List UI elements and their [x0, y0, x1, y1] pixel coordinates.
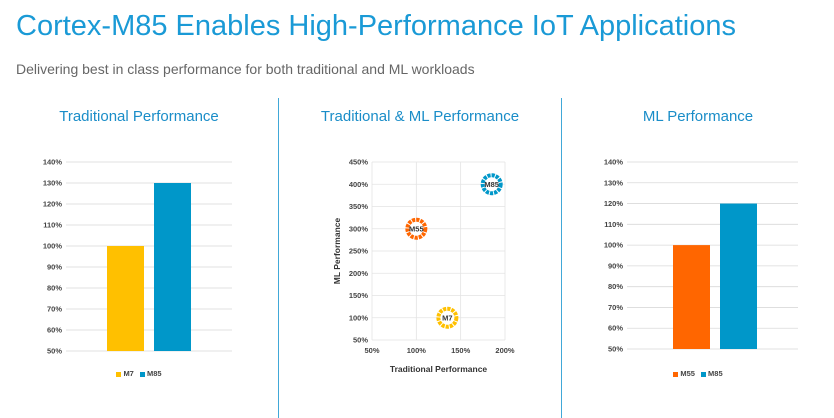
traditional-ml-performance-panel: Traditional & ML Performance 50% 100% 150%…: [279, 96, 561, 418]
legend-item-m85: M85: [139, 369, 162, 378]
point-m7: [436, 306, 459, 329]
y-tick-label: 130%: [604, 178, 624, 187]
point-label: M55: [409, 224, 424, 233]
legend-label: M7: [123, 369, 134, 378]
y-tick-label: 400%: [349, 180, 369, 189]
y-tick-label: 120%: [43, 200, 63, 209]
y-tick-label: 60%: [47, 326, 62, 335]
legend-item-m85: M85: [701, 369, 723, 378]
y-tick-label: 100%: [604, 241, 624, 250]
y-tick-label: 100%: [43, 242, 63, 251]
y-tick-label: 70%: [608, 303, 623, 312]
y-tick-label: 90%: [47, 263, 62, 272]
bar-m85: [154, 183, 191, 351]
slide-subtitle: Delivering best in class performance for…: [16, 61, 475, 77]
chart-title: Traditional & ML Performance: [320, 108, 520, 125]
y-tick-label: 140%: [43, 158, 63, 167]
legend-swatch: [673, 371, 679, 377]
panel-divider-right: [561, 98, 562, 418]
point-m55: [405, 217, 428, 240]
panel-divider-left: [278, 98, 279, 418]
y-tick-label: 90%: [608, 261, 623, 270]
y-tick-label: 50%: [608, 345, 623, 354]
legend-item-m55: M55: [673, 369, 695, 378]
y-tick-label: 150%: [349, 291, 369, 300]
y-tick-label: 110%: [43, 221, 62, 230]
legend-label: M55: [680, 369, 695, 378]
y-tick-label: 300%: [349, 224, 369, 233]
y-tick-label: 60%: [608, 324, 623, 333]
legend-label: M85: [146, 369, 162, 378]
chart-legend: M7 M85: [0, 369, 278, 378]
traditional-performance-panel: Traditional Performance 50% 60% 70% 80% 90% 1…: [0, 96, 278, 418]
y-tick-label: 250%: [349, 247, 369, 256]
traditional-performance-chart: 50% 60% 70% 80% 90% 100% 110% 120% 130% 140%: [43, 158, 232, 356]
slide-title: Cortex-M85 Enables High-Performance IoT …: [16, 10, 736, 42]
bar-m7: [107, 246, 144, 351]
y-tick-label: 50%: [47, 347, 62, 356]
legend-item-m7: M7: [116, 369, 134, 378]
chart-title: Traditional Performance: [59, 108, 219, 125]
y-tick-label: 80%: [608, 282, 623, 291]
chart-title: ML Performance: [642, 108, 754, 125]
y-axis-title: ML Performance: [332, 218, 342, 285]
y-tick-label: 130%: [43, 179, 63, 188]
y-tick-label: 120%: [604, 199, 624, 208]
y-tick-label: 110%: [604, 220, 623, 229]
y-tick-label: 140%: [604, 158, 624, 167]
x-tick-label: 200%: [495, 346, 515, 355]
x-tick-label: 150%: [451, 346, 471, 355]
y-tick-label: 350%: [349, 202, 369, 211]
point-m85: [480, 173, 503, 196]
legend-label: M85: [708, 369, 723, 378]
y-tick-label: 50%: [353, 336, 368, 345]
x-tick-label: 100%: [407, 346, 427, 355]
y-tick-label: 200%: [349, 269, 369, 278]
chart-legend: M55 M85: [562, 369, 834, 378]
y-tick-label: 100%: [349, 313, 369, 322]
x-axis-title: Traditional Performance: [390, 364, 488, 374]
traditional-ml-scatter-chart: 50% 100% 150% 200% 250% 300% 350% 400% 450% 50% 10…: [332, 158, 515, 375]
bar-m85: [720, 203, 757, 349]
ml-performance-panel: ML Performance 50% 60% 70% 80% 90% 100% 110% 12…: [562, 96, 834, 418]
point-label: M85: [484, 180, 499, 189]
y-tick-label: 70%: [47, 305, 62, 314]
legend-swatch: [139, 371, 145, 377]
y-tick-label: 80%: [47, 284, 62, 293]
legend-swatch: [116, 371, 122, 377]
ml-performance-chart: 50% 60% 70% 80% 90% 100% 110% 120% 130% 140%: [604, 158, 798, 354]
legend-swatch: [701, 371, 707, 377]
x-tick-label: 50%: [364, 346, 379, 355]
bar-m55: [673, 245, 710, 349]
point-label: M7: [442, 313, 452, 322]
y-tick-label: 450%: [349, 158, 369, 167]
